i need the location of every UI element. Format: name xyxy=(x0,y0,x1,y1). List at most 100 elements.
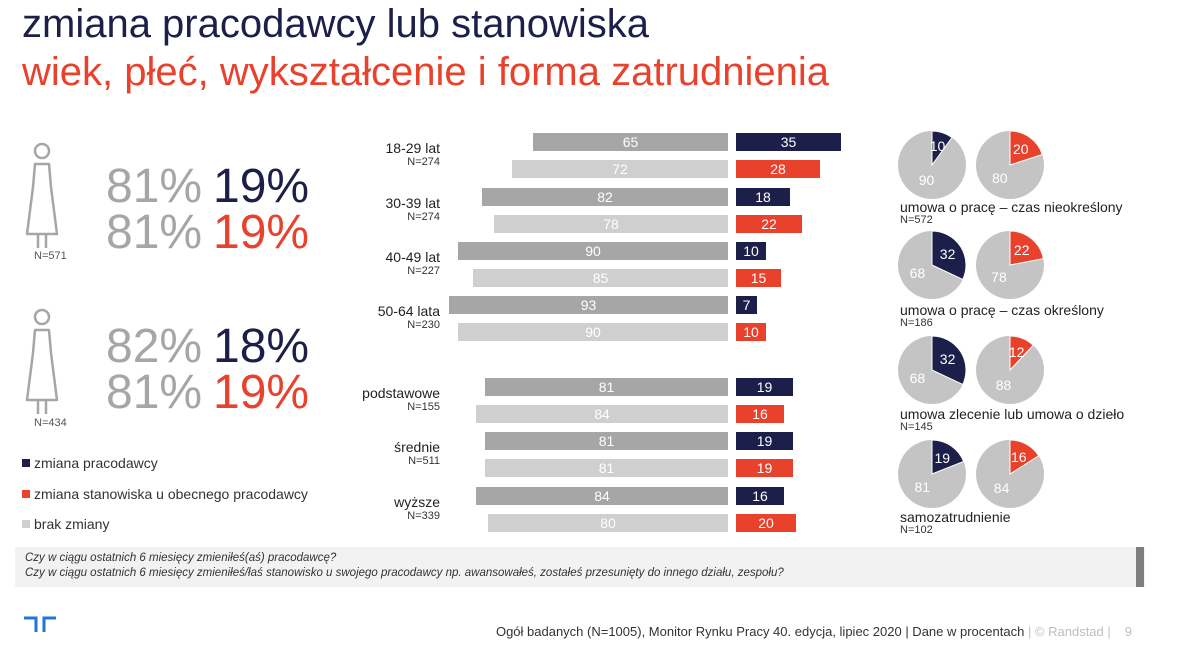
pie-value-label: 32 xyxy=(939,350,956,367)
randstad-logo-icon xyxy=(24,616,56,632)
category-name: 50-64 lata xyxy=(377,303,440,319)
legend-label: zmiana pracodawcy xyxy=(34,455,158,471)
pie-rest-label: 88 xyxy=(995,376,1012,393)
bar-position-change: 10 xyxy=(736,323,766,341)
category-label: podstawowe N=155 xyxy=(320,385,440,413)
pie-position-change: 22 78 xyxy=(976,230,1044,299)
bar-no-change: 82 xyxy=(482,188,728,206)
bar-employer-change: 18 xyxy=(736,188,790,206)
pie-slice-value xyxy=(931,439,965,475)
bar-employer-change: 10 xyxy=(736,242,766,260)
pie-rest-label: 81 xyxy=(914,479,931,496)
legend-label: zmiana stanowiska u obecnego pracodawcy xyxy=(34,486,308,502)
bar-position-change: 28 xyxy=(736,160,820,178)
bar-employer-change: 19 xyxy=(736,432,793,450)
bar-employer-change: 7 xyxy=(736,296,757,314)
pie-slice-value xyxy=(931,335,967,386)
category-label: 18-29 lat N=274 xyxy=(320,140,440,168)
pie-svg xyxy=(976,335,1044,404)
pie-rest-label: 84 xyxy=(993,479,1010,496)
pie-employer-change: 32 68 xyxy=(898,230,967,299)
category-n: N=339 xyxy=(407,510,440,522)
pie-slice-value xyxy=(931,230,967,281)
legend-swatch xyxy=(22,459,30,468)
category-n: N=274 xyxy=(407,211,440,223)
question-position: Czy w ciągu ostatnich 6 miesięcy zmienił… xyxy=(25,567,784,579)
pie-value-label: 19 xyxy=(934,449,951,466)
female-person-icon xyxy=(25,308,59,414)
gender-employer-change-pct: 19% xyxy=(213,160,310,213)
pie-n: N=102 xyxy=(900,524,933,536)
bar-no-change: 90 xyxy=(458,242,728,260)
survey-questions: Czy w ciągu ostatnich 6 miesięcy zmienił… xyxy=(15,547,1145,587)
footer-source: Ogół badanych (N=1005), Monitor Rynku Pr… xyxy=(495,624,1025,639)
page-subtitle: wiek, płeć, wykształcenie i forma zatrud… xyxy=(22,50,830,94)
bar-employer-change: 19 xyxy=(736,378,793,396)
pie-caption: umowa o pracę – czas określony xyxy=(900,302,1104,318)
page-number: 9 xyxy=(1124,624,1132,639)
category-n: N=155 xyxy=(407,401,440,413)
legend-swatch xyxy=(22,490,30,499)
category-n: N=230 xyxy=(407,319,440,331)
bar-position-change: 19 xyxy=(736,459,793,477)
questions-accent-bar xyxy=(1136,547,1144,587)
pie-svg xyxy=(898,230,967,299)
pie-n: N=145 xyxy=(900,421,933,433)
bar-position-change: 16 xyxy=(736,405,784,423)
gender-no-change-pct: 81% xyxy=(106,206,203,259)
bar-no-change: 81 xyxy=(485,459,728,477)
bar-no-change: 93 xyxy=(449,296,728,314)
legend-item-position-change: zmiana stanowiska u obecnego pracodawcy xyxy=(22,486,308,502)
category-name: średnie xyxy=(394,439,440,455)
legend-swatch xyxy=(22,520,30,529)
gender-no-change-pct: 82% xyxy=(106,320,203,373)
gender-employer-change-pct: 18% xyxy=(213,320,310,373)
bar-no-change: 90 xyxy=(458,323,728,341)
pie-value-label: 32 xyxy=(939,245,956,262)
category-name: 40-49 lat xyxy=(385,249,440,265)
gender-position-change-pct: 19% xyxy=(213,206,310,259)
pie-rest-label: 68 xyxy=(909,265,926,282)
pie-caption: umowa zlecenie lub umowa o dzieło xyxy=(900,406,1125,422)
pie-rest-label: 78 xyxy=(991,269,1007,286)
bar-no-change: 81 xyxy=(485,432,728,450)
bar-position-change: 22 xyxy=(736,215,802,233)
pie-position-change: 12 88 xyxy=(976,335,1044,404)
pie-caption: samozatrudnienie xyxy=(900,509,1011,525)
pie-rest-label: 68 xyxy=(909,370,926,387)
pie-employer-change: 10 90 xyxy=(898,130,966,199)
category-name: podstawowe xyxy=(362,385,440,401)
pie-n: N=186 xyxy=(900,317,933,329)
bar-no-change: 85 xyxy=(473,269,728,287)
bar-position-change: 20 xyxy=(736,514,796,532)
bar-no-change: 72 xyxy=(512,160,728,178)
pie-value-label: 16 xyxy=(1011,448,1027,465)
category-label: średnie N=511 xyxy=(320,439,440,467)
pie-employer-change: 32 68 xyxy=(898,335,967,404)
bar-no-change: 84 xyxy=(476,487,728,505)
bar-employer-change: 16 xyxy=(736,487,784,505)
gender-n: N=571 xyxy=(34,250,67,262)
pie-svg xyxy=(976,230,1044,299)
category-label: 50-64 lata N=230 xyxy=(320,303,440,331)
pie-svg xyxy=(898,130,966,199)
category-name: 30-39 lat xyxy=(385,195,440,211)
pie-svg xyxy=(898,439,966,508)
bar-no-change: 78 xyxy=(494,215,728,233)
bar-no-change: 80 xyxy=(488,514,728,532)
gender-no-change-pct: 81% xyxy=(106,160,203,213)
category-label: 40-49 lat N=227 xyxy=(320,249,440,277)
bar-no-change: 84 xyxy=(476,405,728,423)
category-name: 18-29 lat xyxy=(385,140,440,156)
bar-employer-change: 35 xyxy=(736,133,841,151)
page-title: zmiana pracodawcy lub stanowiska xyxy=(22,2,649,46)
category-n: N=227 xyxy=(407,265,440,277)
pie-value-label: 12 xyxy=(1008,343,1025,360)
pie-svg xyxy=(898,335,967,404)
footer: Ogół badanych (N=1005), Monitor Rynku Pr… xyxy=(496,624,1132,639)
category-n: N=511 xyxy=(408,455,440,467)
pie-svg xyxy=(976,130,1044,199)
bar-no-change: 65 xyxy=(533,133,728,151)
legend-item-no-change: brak zmiany xyxy=(22,516,109,532)
footer-brand: | © Randstad | xyxy=(1024,624,1111,639)
